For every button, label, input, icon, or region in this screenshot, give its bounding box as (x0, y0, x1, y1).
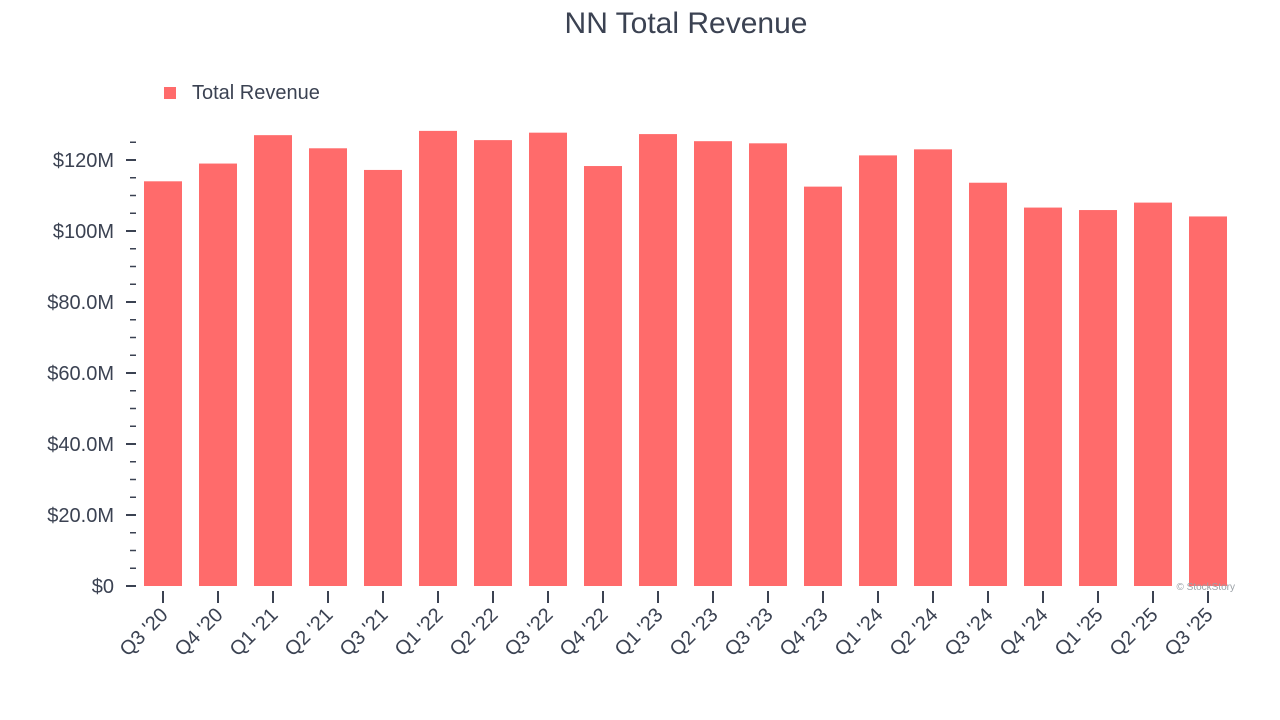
x-tick-label: Q2 '23 (666, 604, 723, 661)
x-tick-label: Q4 '20 (171, 604, 228, 661)
y-axis: $0 $20.0M $40.0M $60.0M $80.0M $100M $120M (47, 141, 136, 598)
legend-swatch (164, 87, 176, 99)
x-tick-label: Q4 '24 (996, 604, 1053, 661)
bar (749, 143, 787, 586)
bar (1024, 207, 1062, 586)
x-tick-label: Q2 '24 (886, 604, 943, 661)
bar (199, 163, 237, 587)
bars (144, 130, 1227, 587)
x-tick-label: Q4 '22 (556, 604, 613, 661)
y-tick-label: $20.0M (47, 505, 114, 527)
bar (1189, 216, 1227, 586)
bar (694, 141, 732, 586)
x-tick-label: Q3 '25 (1161, 604, 1218, 661)
y-tick-label: $0 (92, 576, 114, 598)
bar (419, 130, 457, 586)
x-tick-label: Q3 '23 (721, 604, 778, 661)
y-tick-label: $80.0M (47, 292, 114, 314)
x-tick-label: Q1 '25 (1051, 604, 1108, 661)
x-tick-label: Q1 '22 (391, 604, 448, 661)
y-tick-label: $40.0M (47, 434, 114, 456)
bar (914, 149, 952, 586)
y-tick-label: $120M (53, 150, 114, 172)
legend: Total Revenue (164, 82, 320, 104)
x-tick-label: Q3 '24 (941, 604, 998, 661)
x-tick-label: Q2 '22 (446, 604, 503, 661)
bar (529, 132, 567, 587)
bar (474, 140, 512, 586)
x-tick-label: Q3 '21 (336, 604, 393, 661)
bar (1079, 210, 1117, 586)
x-tick-label: Q3 '20 (116, 604, 173, 661)
bar (254, 135, 292, 586)
bar (309, 148, 347, 586)
x-tick-label: Q1 '24 (831, 604, 888, 661)
x-tick-label: Q3 '22 (501, 604, 558, 661)
y-tick-label: $60.0M (47, 363, 114, 385)
x-tick-label: Q1 '23 (611, 604, 668, 661)
bar (639, 134, 677, 586)
bar (584, 166, 622, 586)
x-tick-label: Q2 '25 (1106, 604, 1163, 661)
watermark: © StockStory (1177, 582, 1236, 593)
x-tick-label: Q4 '23 (776, 604, 833, 661)
bar (144, 181, 182, 587)
y-tick-label: $100M (53, 221, 114, 243)
x-tick-label: Q1 '21 (226, 604, 283, 661)
legend-label: Total Revenue (192, 82, 320, 104)
x-tick-label: Q2 '21 (281, 604, 338, 661)
chart-title: NN Total Revenue (565, 7, 808, 40)
bar (364, 169, 402, 586)
bar (969, 182, 1007, 586)
bar (1134, 202, 1172, 586)
bar (804, 186, 842, 586)
bar (859, 155, 897, 586)
